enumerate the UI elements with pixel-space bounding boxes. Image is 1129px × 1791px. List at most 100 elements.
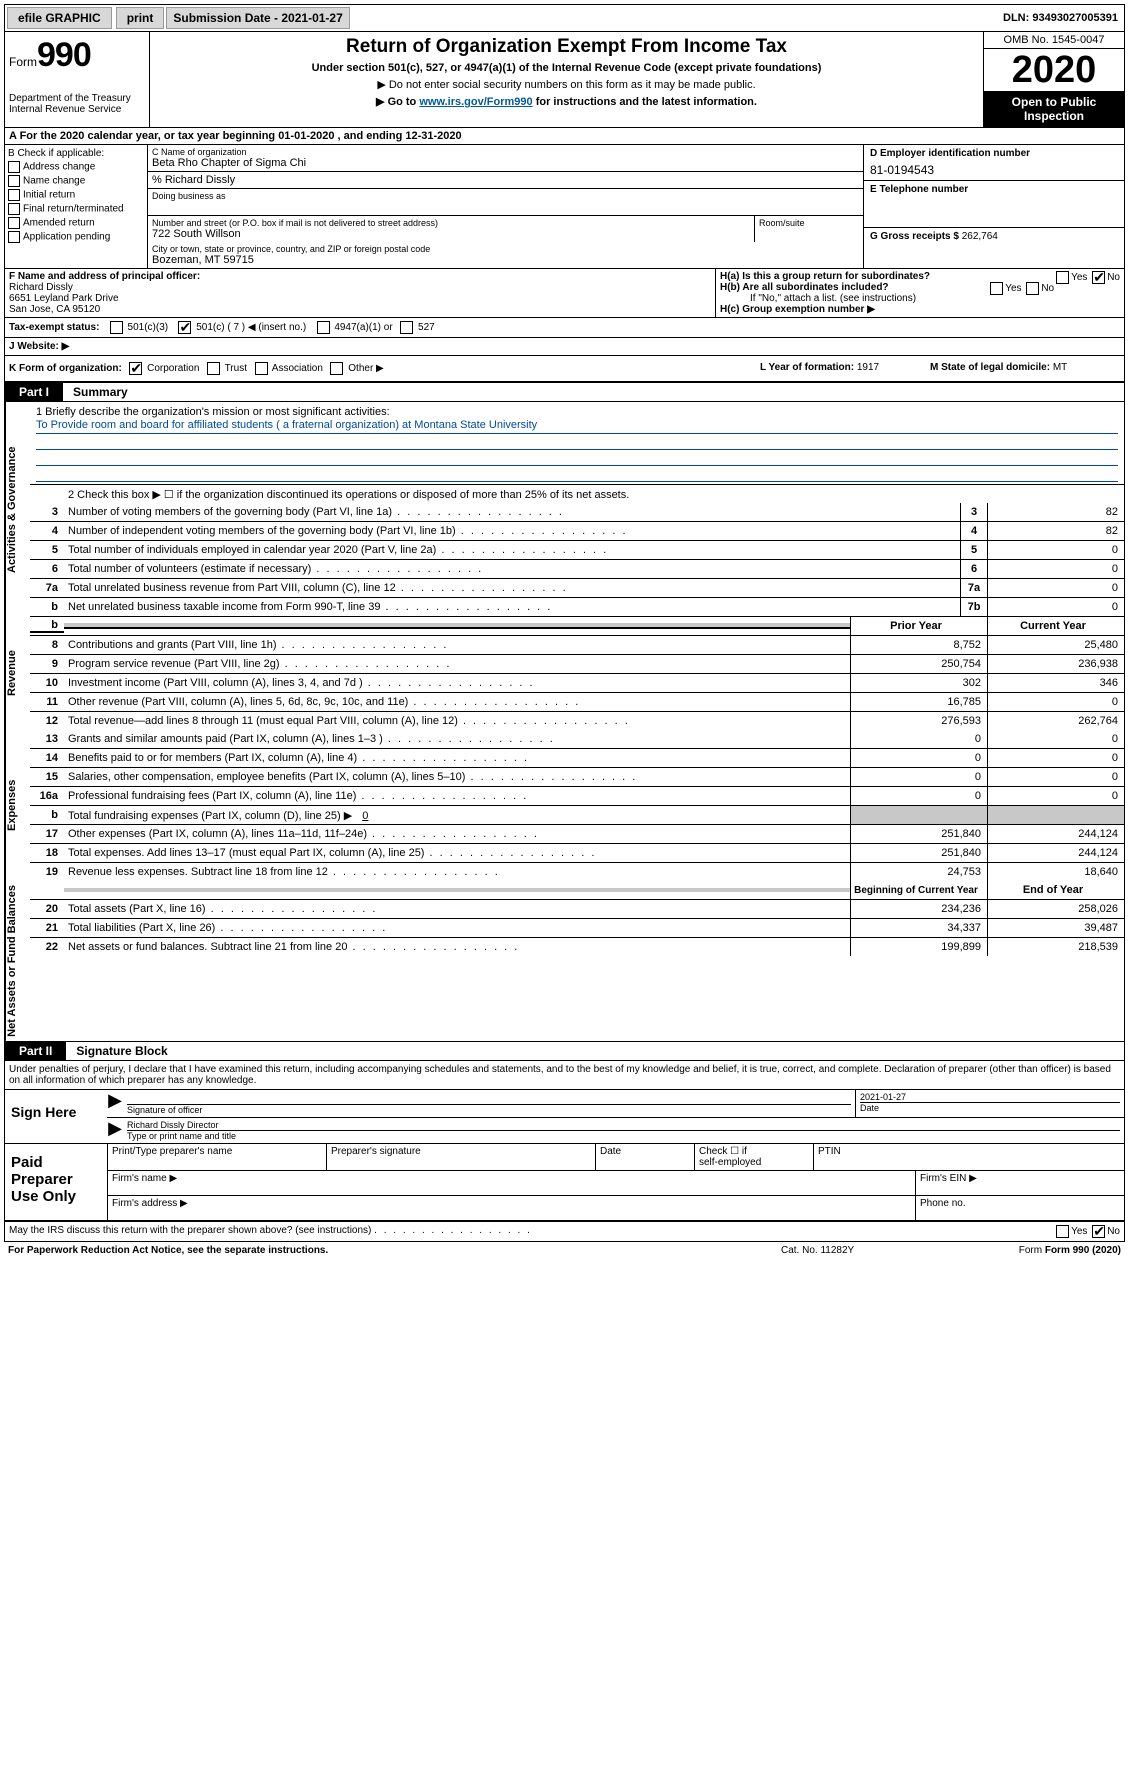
chk-501c3[interactable] [110,321,123,334]
paid-preparer-block: Paid Preparer Use Only Print/Type prepar… [4,1144,1125,1222]
form-number: 990 [37,36,91,74]
sign-here-block: Sign Here ▶ Signature of officer 2021-01… [4,1090,1125,1144]
table-row: 18 Total expenses. Add lines 13–17 (must… [30,844,1124,863]
self-employed-check: Check ☐ ifself-employed [695,1144,814,1170]
col-boy: Beginning of Current Year [850,881,987,899]
section-expenses: Expenses 13 Grants and similar amounts p… [4,730,1125,881]
discuss-row: May the IRS discuss this return with the… [4,1222,1125,1242]
discuss-label: May the IRS discuss this return with the… [9,1225,371,1236]
box-b-label: B Check if applicable: [8,148,144,159]
chk-501c[interactable] [178,321,191,334]
form-note-link: ▶ Go to www.irs.gov/Form990 for instruct… [154,95,979,108]
chk-ha-yes[interactable] [1056,271,1069,284]
tax-exempt-label: Tax-exempt status: [9,322,99,333]
part-i-header: Part I Summary [4,383,1125,402]
preparer-date-label: Date [596,1144,695,1170]
officer-print-name: Richard Dissly Director [127,1120,1120,1130]
firm-ein-label: Firm's EIN ▶ [916,1171,1124,1195]
box-c: C Name of organization Beta Rho Chapter … [148,145,864,268]
declaration-text: Under penalties of perjury, I declare th… [4,1061,1125,1090]
org-name-label: C Name of organization [152,147,859,157]
section-governance: Activities & Governance 1 Briefly descri… [4,402,1125,617]
year-formation: 1917 [857,362,879,373]
state-domicile-label: M State of legal domicile: [930,362,1050,373]
dln-label: DLN: 93493027005391 [1003,12,1124,24]
chk-application-pending[interactable] [8,231,20,243]
preparer-name-label: Print/Type preparer's name [108,1144,327,1170]
chk-ha-no[interactable] [1092,271,1105,284]
open-to-public: Open to Public Inspection [984,91,1124,127]
sign-here-label: Sign Here [5,1090,107,1143]
form-note-ssn: ▶ Do not enter social security numbers o… [154,78,979,91]
part-i-tag: Part I [5,383,63,401]
entity-block: B Check if applicable: Address change Na… [4,145,1125,269]
table-row: 6 Total number of volunteers (estimate i… [30,560,1124,579]
line-a-tax-year: A For the 2020 calendar year, or tax yea… [4,128,1125,145]
table-row: 8 Contributions and grants (Part VIII, l… [30,636,1124,655]
omb-number: OMB No. 1545-0047 [984,32,1124,49]
col-current-year: Current Year [987,617,1124,635]
part-ii-header: Part II Signature Block [4,1042,1125,1061]
table-row: 13 Grants and similar amounts paid (Part… [30,730,1124,749]
website-label: J Website: ▶ [9,341,69,352]
klm-row: K Form of organization: Corporation Trus… [4,356,1125,383]
cat-number: Cat. No. 11282Y [781,1245,981,1256]
mission-text: To Provide room and board for affiliated… [36,418,1118,434]
firm-phone-label: Phone no. [916,1196,1124,1220]
chk-discuss-no[interactable] [1092,1225,1105,1238]
side-governance: Activities & Governance [5,402,30,617]
department-label: Department of the Treasury Internal Reve… [9,93,145,115]
col-prior-year: Prior Year [850,617,987,635]
table-row: 3 Number of voting members of the govern… [30,503,1124,522]
gross-receipts-label: G Gross receipts $ [870,231,959,242]
chk-amended-return[interactable] [8,217,20,229]
ptin-label: PTIN [814,1144,1124,1170]
chk-association[interactable] [255,362,268,375]
h-a-label: H(a) Is this a group return for subordin… [720,271,930,282]
date-label: Date [860,1102,1120,1113]
sign-arrow-icon-2: ▶ [107,1118,123,1143]
city-state-zip: Bozeman, MT 59715 [152,254,859,266]
fh-block: F Name and address of principal officer:… [4,269,1125,318]
section-net-assets: Net Assets or Fund Balances Beginning of… [4,881,1125,1042]
form-title: Return of Organization Exempt From Incom… [154,36,979,58]
box-f-label: F Name and address of principal officer: [9,271,200,282]
gross-receipts-value: 262,764 [962,231,998,242]
website-row: J Website: ▶ [4,338,1125,356]
chk-hb-no[interactable] [1026,282,1039,295]
ein-label: D Employer identification number [870,148,1118,159]
chk-hb-yes[interactable] [990,282,1003,295]
table-row: 17 Other expenses (Part IX, column (A), … [30,825,1124,844]
chk-trust[interactable] [207,362,220,375]
side-expenses: Expenses [5,730,30,881]
print-button[interactable]: print [116,7,165,29]
care-of: % Richard Dissly [152,174,859,186]
chk-other[interactable] [330,362,343,375]
phone-label: E Telephone number [870,184,1118,195]
form-subtitle: Under section 501(c), 527, or 4947(a)(1)… [154,62,979,74]
table-row: 20 Total assets (Part X, line 16) 234,23… [30,900,1124,919]
table-row: 11 Other revenue (Part VIII, column (A),… [30,693,1124,712]
box-b: B Check if applicable: Address change Na… [5,145,148,268]
irs-link[interactable]: www.irs.gov/Form990 [419,96,532,108]
submission-date-label: Submission Date - 2021-01-27 [166,7,349,29]
table-row: 12 Total revenue—add lines 8 through 11 … [30,712,1124,730]
chk-final-return[interactable] [8,203,20,215]
officer-addr2: San Jose, CA 95120 [9,304,100,315]
chk-initial-return[interactable] [8,189,20,201]
table-row: 22 Net assets or fund balances. Subtract… [30,938,1124,956]
chk-4947[interactable] [317,321,330,334]
chk-corporation[interactable] [129,362,142,375]
h-b-label: H(b) Are all subordinates included? [720,282,889,293]
chk-discuss-yes[interactable] [1056,1225,1069,1238]
col-eoy: End of Year [987,881,1124,899]
efile-graphic-button[interactable]: efile GRAPHIC [7,7,112,29]
table-row: 10 Investment income (Part VIII, column … [30,674,1124,693]
firm-address-label: Firm's address ▶ [108,1196,916,1220]
paid-preparer-label: Paid Preparer Use Only [5,1144,108,1220]
h-b-note: If "No," attach a list. (see instruction… [720,293,1120,304]
side-revenue: Revenue [5,617,30,730]
chk-name-change[interactable] [8,175,20,187]
chk-527[interactable] [400,321,413,334]
chk-address-change[interactable] [8,161,20,173]
